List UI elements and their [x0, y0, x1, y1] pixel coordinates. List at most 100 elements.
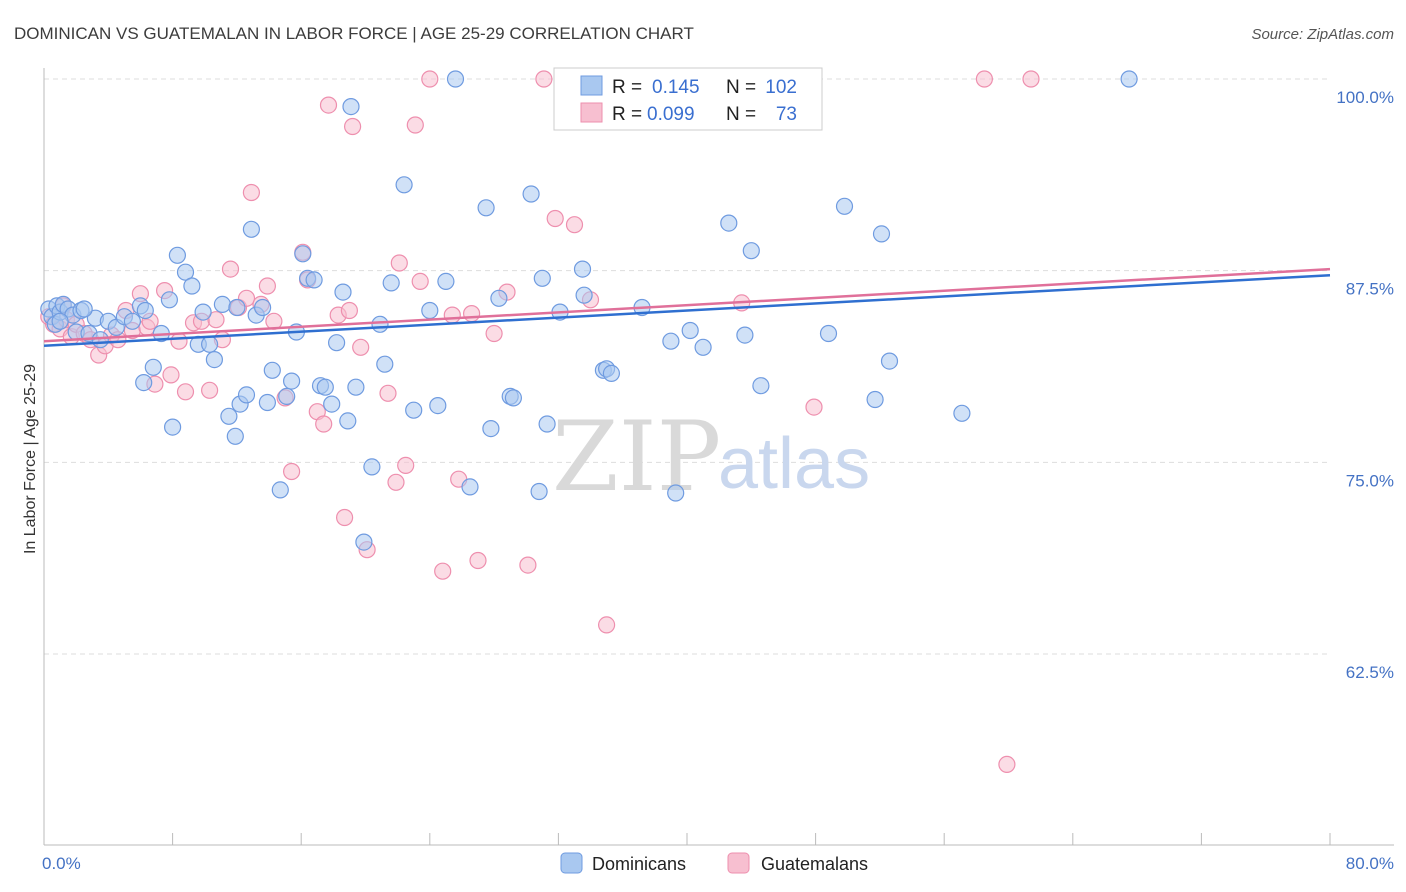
dominicans-point-34	[237, 386, 256, 404]
dominicans-point-87	[720, 214, 738, 232]
guatemalans-point-18	[162, 366, 180, 384]
axes	[43, 68, 1394, 846]
y-tick-label-3: 100.0%	[1336, 88, 1394, 107]
dominicans-point-64	[437, 272, 455, 290]
guatemalans-point-57	[469, 551, 487, 570]
guatemalans-point-67	[805, 398, 823, 416]
dominicans-point-91	[819, 324, 838, 343]
dominicans-point-30	[213, 295, 231, 313]
guatemalans-point-23	[201, 381, 219, 399]
dominicans-point-101	[228, 298, 246, 317]
dominicans-point-31	[220, 407, 238, 425]
dominicans-point-23	[168, 246, 186, 264]
legend-r-label-1: R =	[612, 77, 642, 98]
dominicans-point-38	[258, 393, 276, 412]
dominicans-point-100	[136, 301, 154, 320]
bottom-legend-guatemalans: Guatemalans	[761, 854, 868, 874]
dominicans-point-16	[123, 312, 141, 330]
legend-n-label-2: N =	[726, 104, 756, 125]
guatemalans-point-47	[387, 473, 405, 491]
dominicans-point-27	[194, 303, 212, 321]
dominicans-point-89	[742, 242, 760, 260]
dominicans-point-18	[135, 374, 153, 392]
dominicans-point-92	[835, 197, 854, 215]
legend-r-value-2: 0.099	[647, 104, 695, 125]
guatemalans-point-68	[975, 70, 994, 88]
y-tick-label-2: 87.5%	[1346, 280, 1394, 299]
dominicans-point-65	[446, 70, 465, 88]
dominicans-point-66	[461, 478, 479, 496]
dominicans-point-21	[160, 291, 178, 309]
x-tick-label-max: 80.0%	[1346, 854, 1394, 873]
guatemalans-point-29	[242, 183, 260, 202]
guatemalans-point-63	[565, 216, 584, 234]
chart-source: Source: ZipAtlas.com	[1251, 26, 1394, 43]
dominicans-point-39	[263, 361, 281, 379]
dominicans-point-24	[176, 263, 195, 281]
guatemalans-point-58	[485, 324, 503, 343]
guatemalans-point-65	[597, 616, 616, 634]
dominicans-point-69	[490, 289, 508, 307]
dominicans-point-75	[538, 415, 556, 433]
guatemalans-point-53	[434, 562, 452, 580]
dominicans-point-84	[667, 484, 685, 502]
guatemalans-point-60	[519, 556, 537, 574]
guatemalans-point-51	[411, 272, 429, 290]
guatemalans-point-54	[443, 306, 461, 324]
legend-n-value-1: 102	[765, 77, 797, 98]
dominicans-point-49	[323, 395, 341, 413]
dominicans-point-48	[316, 378, 334, 396]
guatemalans-point-46	[379, 384, 397, 402]
dominicans-point-93	[866, 390, 884, 409]
gridlines	[44, 78, 1330, 655]
guatemalans-point-69	[998, 755, 1016, 774]
dominicans-point-96	[953, 404, 971, 422]
guatemalans-point-39	[319, 96, 338, 114]
dominicans-point-44	[294, 245, 312, 263]
dominicans-point-86	[694, 338, 712, 356]
y-tick-labels: 62.5% 75.0% 87.5% 100.0%	[1336, 88, 1394, 682]
dominicans-point-29	[205, 351, 223, 369]
guatemalans-point-43	[344, 117, 362, 136]
legend: R = 0.145 N = 102 R = 0.099 N = 73	[553, 67, 823, 131]
dominicans-point-73	[530, 482, 548, 501]
dominicans-point-57	[371, 315, 389, 333]
dominicans-point-37	[254, 298, 272, 317]
dominicans-point-68	[482, 420, 500, 438]
guatemalans-point-26	[221, 260, 240, 278]
dominicans-point-22	[164, 418, 182, 436]
guatemalans-point-56	[463, 305, 481, 323]
guatemalans-point-50	[406, 116, 424, 134]
dominicans-point-71	[504, 389, 523, 407]
dominicans-point-90	[752, 377, 770, 395]
dominicans-point-51	[334, 283, 352, 301]
legend-swatch-guatemalans	[580, 102, 603, 123]
dominicans-point-63	[429, 397, 447, 415]
dominicans-point-97	[1120, 70, 1138, 88]
dominicans-point-53	[342, 97, 360, 116]
guatemalans-trend-line	[43, 267, 1331, 343]
guatemalans-point-52	[421, 70, 439, 88]
dominicans-point-94	[872, 225, 891, 243]
guatemalans-point-19	[170, 332, 188, 350]
guatemalans-point-48	[390, 254, 408, 272]
dominicans-points	[40, 70, 1138, 551]
legend-n-label-1: N =	[726, 77, 756, 98]
guatemalans-point-42	[340, 301, 358, 320]
chart-title: DOMINICAN VS GUATEMALAN IN LABOR FORCE |…	[14, 24, 694, 43]
guatemalans-point-44	[352, 338, 370, 356]
legend-swatch-dominicans	[580, 75, 603, 96]
bottom-legend-dominicans: Dominicans	[592, 854, 686, 874]
dominicans-point-28	[201, 335, 219, 353]
y-tick-label-1: 75.0%	[1346, 471, 1394, 490]
dominicans-point-77	[573, 260, 592, 278]
dominicans-point-50	[328, 334, 346, 352]
dominicans-point-59	[382, 274, 400, 292]
legend-n-value-2: 73	[776, 104, 797, 125]
dominicans-trend-line	[43, 274, 1331, 348]
dominicans-point-52	[339, 412, 357, 430]
y-axis-label: In Labor Force | Age 25-29	[22, 364, 39, 554]
dominicans-point-72	[522, 185, 540, 203]
dominicans-point-12	[91, 331, 109, 349]
